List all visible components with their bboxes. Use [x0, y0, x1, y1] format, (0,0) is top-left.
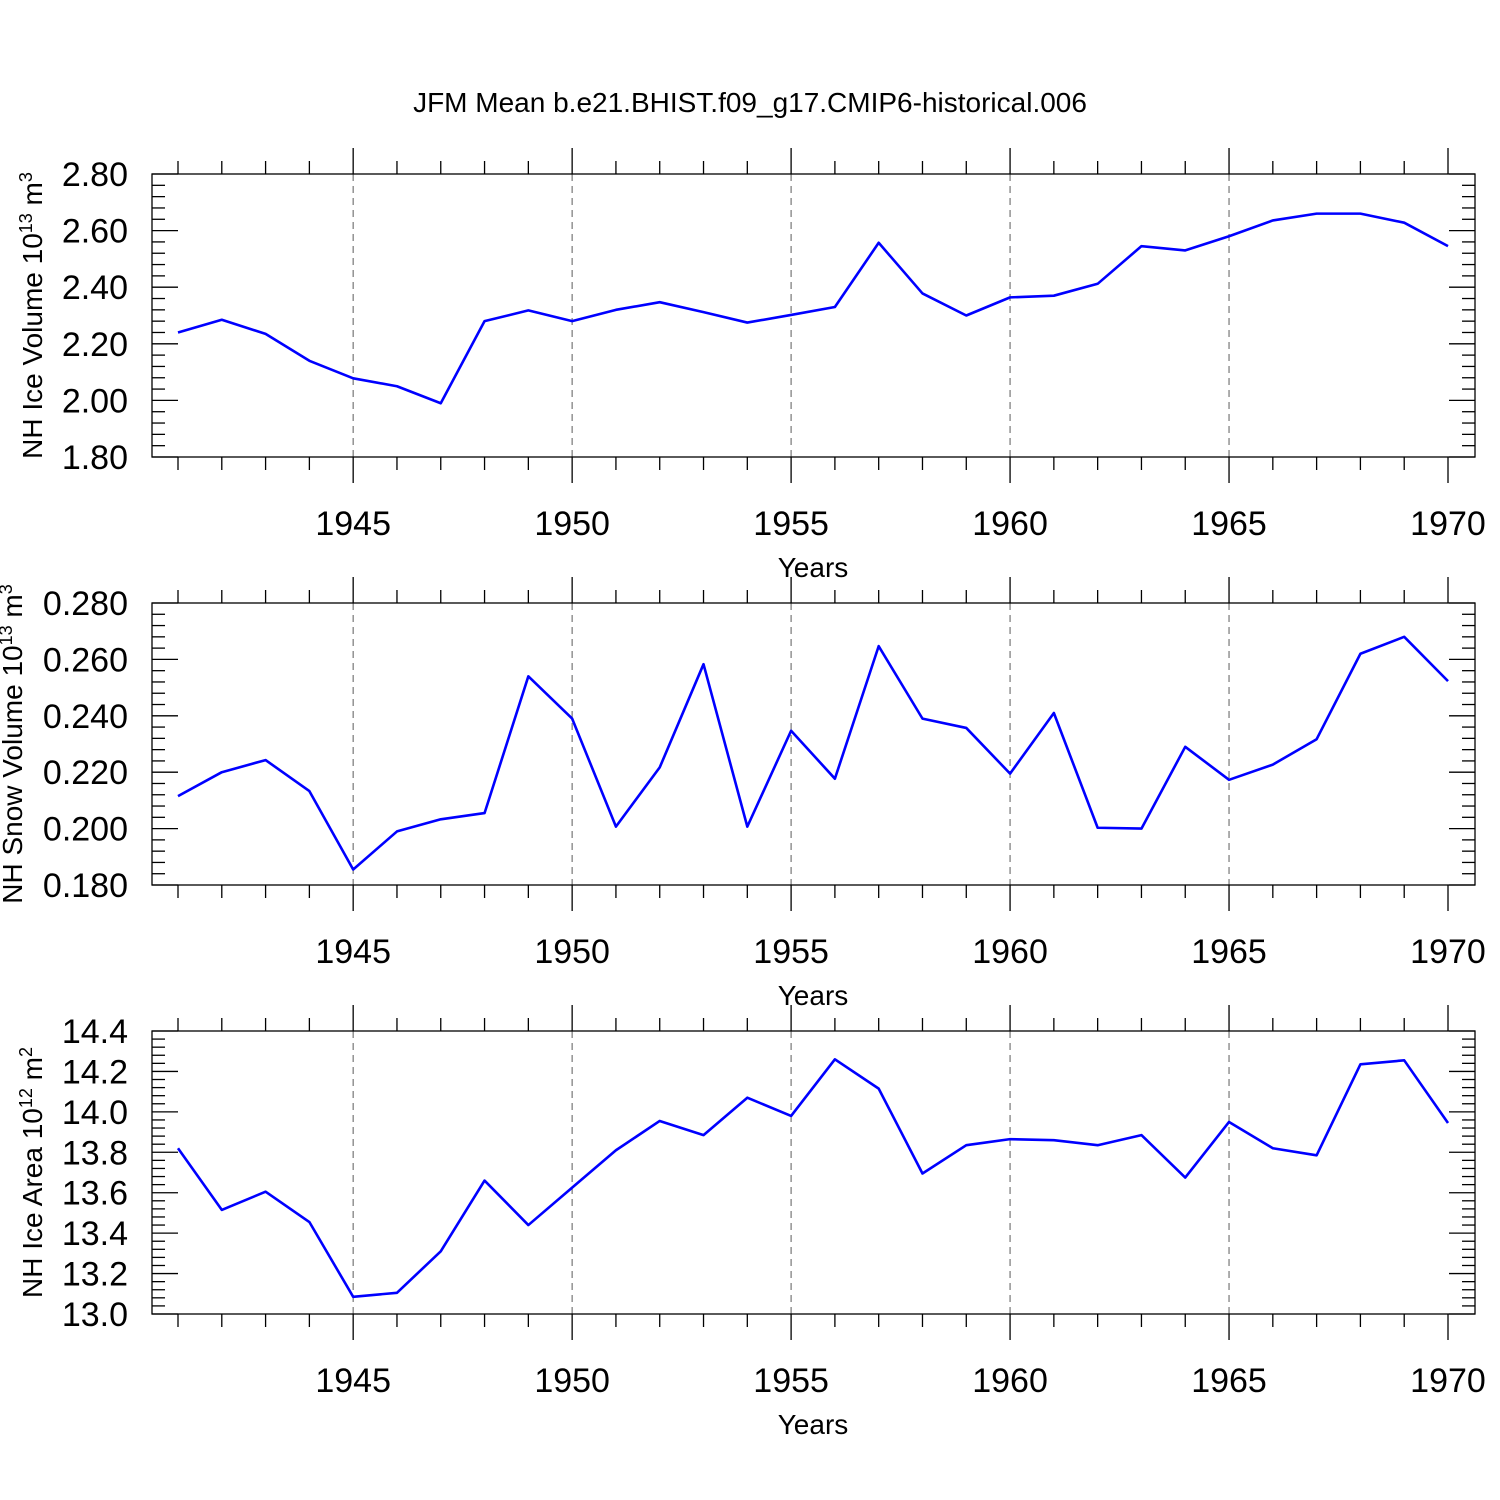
x-tick-label: 1970 — [1410, 933, 1486, 971]
y-tick-label: 0.220 — [43, 754, 128, 792]
y-tick-label: 2.40 — [62, 269, 128, 307]
y-axis-label-part: NH Ice Volume 10 — [17, 233, 48, 459]
y-tick-label: 0.280 — [43, 585, 128, 623]
x-tick-label: 1965 — [1191, 1362, 1267, 1400]
y-axis-ticks — [152, 1030, 1475, 1315]
x-tick-label: 1950 — [534, 1362, 610, 1400]
y-tick-label: 0.180 — [43, 867, 128, 905]
plot-frame — [151, 1030, 1476, 1315]
y-axis-label-part: NH Ice Area 10 — [17, 1108, 48, 1298]
y-tick-label: 14.0 — [62, 1094, 128, 1132]
x-tick-label: 1965 — [1191, 933, 1267, 971]
x-axis-label: Years — [778, 980, 849, 1011]
y-tick-label: 13.6 — [62, 1175, 128, 1213]
y-tick-label: 13.4 — [62, 1215, 128, 1253]
y-axis-ticks — [152, 602, 1475, 886]
y-tick-label: 13.2 — [62, 1256, 128, 1294]
y-tick-label: 2.60 — [62, 213, 128, 251]
y-axis-label: NH Snow Volume 1013 m3 — [0, 584, 28, 904]
y-tick-label: 13.0 — [62, 1296, 128, 1334]
y-axis-label-superscript: 3 — [0, 584, 16, 594]
y-axis-label-superscript: 12 — [16, 1088, 36, 1108]
x-tick-label: 1950 — [534, 933, 610, 971]
y-tick-label: 2.00 — [62, 382, 128, 420]
x-tick-label: 1960 — [972, 933, 1048, 971]
x-tick-label: 1950 — [534, 505, 610, 543]
plot-frame — [151, 602, 1476, 886]
x-axis-label: Years — [778, 552, 849, 583]
y-tick-label: 0.240 — [43, 698, 128, 736]
y-tick-label: 0.260 — [43, 641, 128, 679]
x-tick-label: 1945 — [315, 1362, 391, 1400]
y-axis-label-part: m — [0, 594, 28, 625]
chart-panels: 1.80 2.00 2.20 2.40 2.60 2.80 1945 1950 1955 1960… — [0, 148, 1486, 1440]
x-tick-label: 1945 — [315, 505, 391, 543]
y-tick-label: 2.80 — [62, 156, 128, 194]
x-tick-label: 1970 — [1410, 1362, 1486, 1400]
x-tick-label: 1945 — [315, 933, 391, 971]
y-tick-label: 2.20 — [62, 326, 128, 364]
series-line-1 — [177, 635, 1449, 871]
panel-1: 1.80 2.00 2.20 2.40 2.60 2.80 1945 1950 1955 1960… — [16, 148, 1486, 583]
series-line-1 — [176, 1058, 1450, 1299]
series-line-1 — [177, 212, 1449, 405]
y-axis-label-superscript: 3 — [16, 172, 36, 182]
y-axis-label: NH Ice Volume 1013 m3 — [16, 172, 48, 459]
x-tick-label: 1965 — [1191, 505, 1267, 543]
x-tick-label: 1970 — [1410, 505, 1486, 543]
x-axis-ticks — [177, 1005, 1449, 1340]
plot-frame — [151, 173, 1476, 458]
y-axis-label: NH Ice Area 1012 m2 — [16, 1047, 48, 1298]
panel-2: 0.180 0.200 0.220 0.240 0.260 0.280 1945 1950 19… — [0, 577, 1486, 1011]
panel-3: 13.013.213.413.613.814.014.214.4 1945 1950… — [16, 1005, 1486, 1440]
y-tick-label: 14.4 — [62, 1013, 128, 1051]
y-axis-label-part: m — [17, 1057, 48, 1088]
chart-title: JFM Mean b.e21.BHIST.f09_g17.CMIP6-histo… — [413, 87, 1087, 118]
x-tick-label: 1955 — [753, 505, 829, 543]
y-axis-label-part: m — [17, 182, 48, 213]
x-axis-label: Years — [778, 1409, 849, 1440]
x-tick-label: 1960 — [972, 505, 1048, 543]
y-axis-label-superscript: 2 — [16, 1047, 36, 1057]
y-axis-label-superscript: 13 — [0, 625, 16, 645]
x-tick-label: 1960 — [972, 1362, 1048, 1400]
x-axis-ticks — [177, 577, 1449, 911]
y-tick-label: 0.200 — [43, 811, 128, 849]
x-tick-label: 1955 — [753, 933, 829, 971]
x-axis-ticks — [177, 148, 1449, 483]
y-tick-label: 14.2 — [62, 1053, 128, 1091]
y-axis-ticks — [152, 173, 1475, 458]
y-axis-label-part: NH Snow Volume 10 — [0, 645, 28, 903]
x-tick-label: 1955 — [753, 1362, 829, 1400]
y-tick-label: 13.8 — [62, 1134, 128, 1172]
y-axis-label-superscript: 13 — [16, 213, 36, 233]
y-tick-label: 1.80 — [62, 439, 128, 477]
